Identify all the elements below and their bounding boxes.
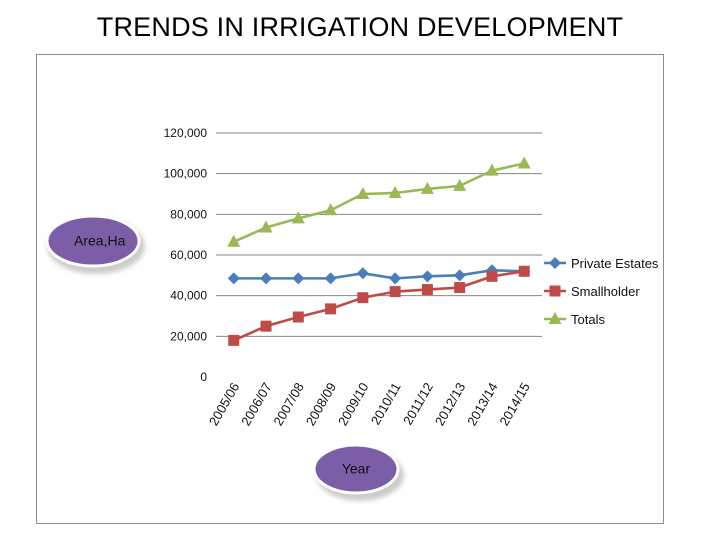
data-point <box>421 284 433 296</box>
y-tick-label: 40,000 <box>170 289 207 303</box>
series-smallholder <box>228 265 530 346</box>
data-point <box>260 272 273 285</box>
data-point <box>421 270 434 283</box>
legend-item: Smallholder <box>544 284 640 299</box>
legend-label: Smallholder <box>571 284 640 299</box>
data-point <box>454 282 466 294</box>
data-point <box>549 257 561 269</box>
x-tick-labels: 2005/062006/072007/082008/092009/102010/… <box>206 380 533 428</box>
legend-item: Private Estates <box>544 256 659 271</box>
data-point <box>420 181 434 194</box>
y-tick-label: 0 <box>200 370 207 384</box>
y-tick-label: 60,000 <box>170 248 207 262</box>
slide-title: TRENDS IN IRRIGATION DEVELOPMENT <box>96 12 624 42</box>
x-axis-callout: Year <box>312 443 404 501</box>
legend-label: Totals <box>571 312 605 327</box>
data-point <box>389 286 401 298</box>
data-point <box>389 272 402 285</box>
y-tick-label: 80,000 <box>170 207 207 221</box>
data-point <box>292 272 305 285</box>
y-tick-label: 100,000 <box>164 167 208 181</box>
series-private-estates <box>227 264 531 285</box>
series-layer <box>227 156 531 346</box>
data-point <box>324 272 337 285</box>
legend-label: Private Estates <box>571 256 659 271</box>
data-point <box>453 269 466 282</box>
data-point <box>549 285 561 297</box>
y-axis-callout: Area,Ha <box>45 214 145 274</box>
data-point <box>259 220 273 233</box>
y-axis-label: Area,Ha <box>74 233 126 249</box>
series-line <box>233 269 525 342</box>
x-tick-label: 2009/10 <box>335 380 371 428</box>
data-point <box>485 163 499 176</box>
data-point <box>291 211 305 224</box>
data-point <box>453 178 467 191</box>
x-tick-label: 2014/15 <box>496 380 532 428</box>
data-point <box>325 303 337 315</box>
legend-item: Totals <box>544 312 605 327</box>
data-point <box>356 187 370 199</box>
legend: Private Estates Smallholder Totals <box>544 256 659 327</box>
series-line <box>233 268 525 280</box>
data-point <box>388 185 402 198</box>
x-tick-label: 2010/11 <box>368 380 404 427</box>
data-point <box>260 320 272 332</box>
data-point <box>517 156 531 169</box>
y-tick-label: 120,000 <box>164 126 208 140</box>
data-point <box>486 270 498 282</box>
data-point <box>357 292 369 304</box>
series-totals <box>227 156 531 247</box>
data-point <box>324 203 338 216</box>
grid-lines <box>216 132 542 337</box>
data-point <box>518 265 530 277</box>
x-axis-label: Year <box>342 461 371 477</box>
data-point <box>228 334 240 346</box>
data-point <box>548 312 562 324</box>
series-line <box>233 162 525 243</box>
y-tick-labels: 0 20,000 40,000 60,000 80,000 100,000 120,000 <box>164 126 208 384</box>
data-point <box>356 267 369 280</box>
x-tick-label: 2011/12 <box>400 380 436 427</box>
data-point <box>227 272 240 285</box>
data-point <box>292 311 304 323</box>
data-point <box>227 234 241 247</box>
y-tick-label: 20,000 <box>170 329 207 343</box>
